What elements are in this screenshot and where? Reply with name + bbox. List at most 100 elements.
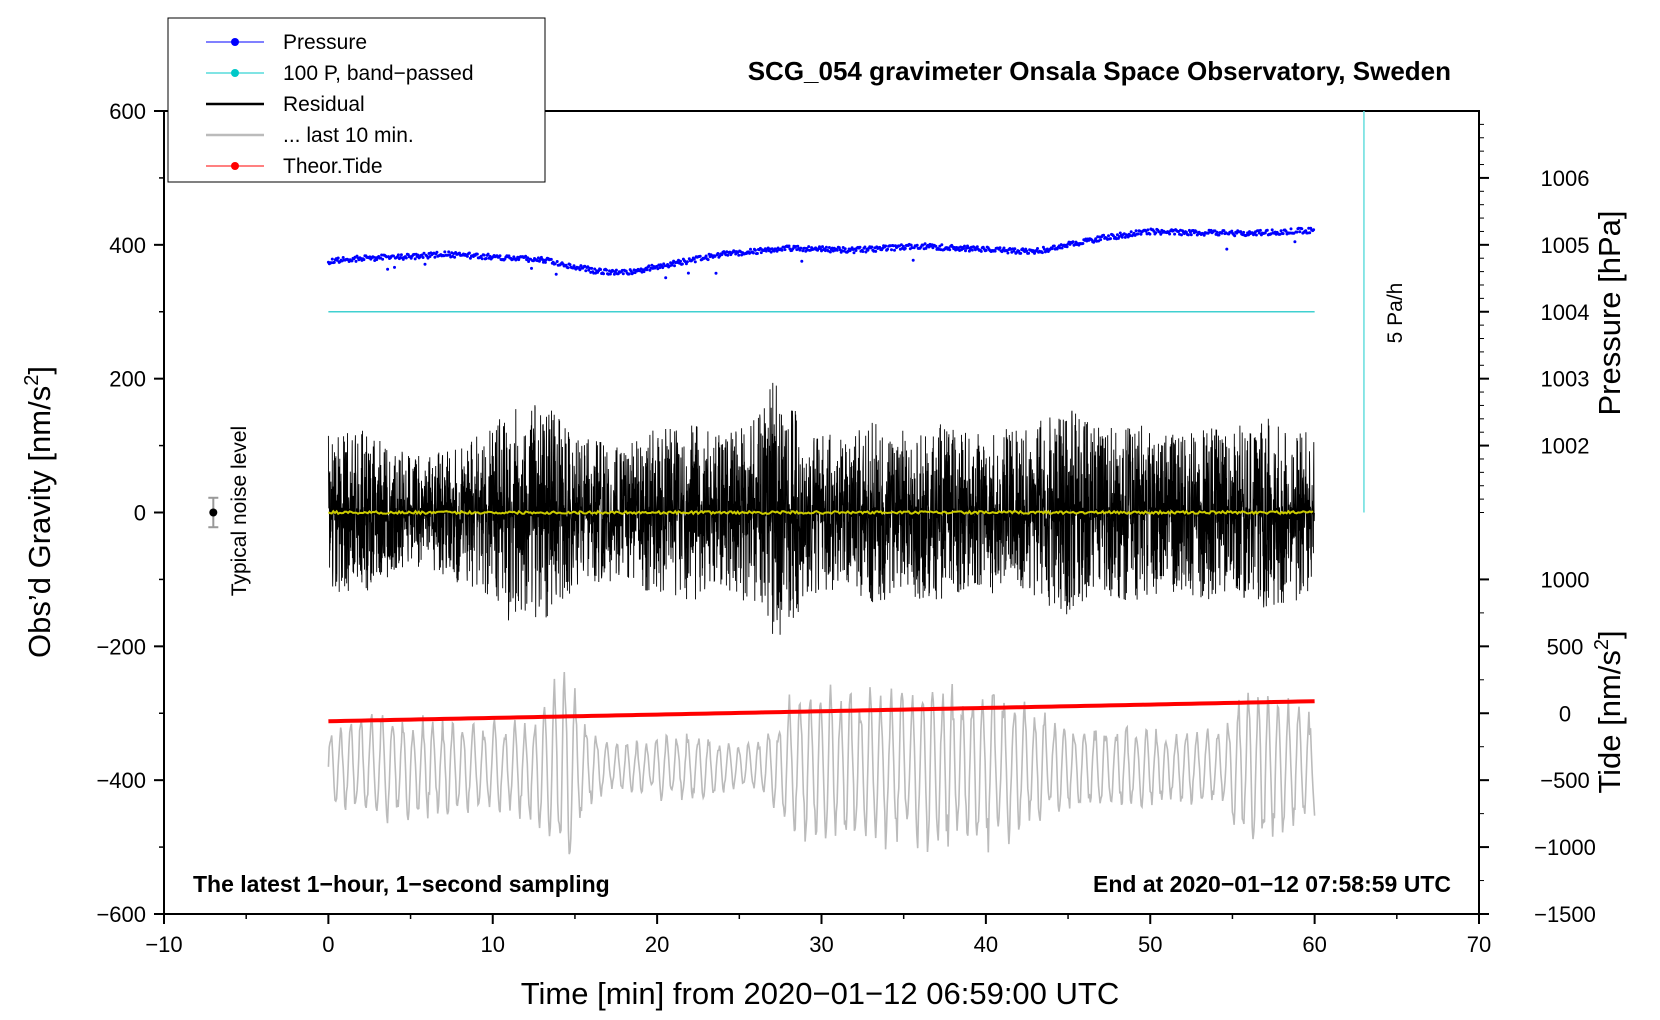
pressure-point [1168,232,1172,236]
pressure-point [1281,232,1285,236]
pressure-point [1263,231,1267,235]
pressure-rate-label: 5 Pa/h [1384,283,1407,344]
pressure-point [1109,237,1112,241]
pressure-point [433,255,437,259]
pressure-point [1312,228,1316,232]
pressure-point [1304,229,1308,233]
pressure-point [680,262,684,266]
noise-level-label: Typical noise level [228,426,251,596]
pressure-point [458,251,461,255]
pressure-point [590,266,594,270]
legend-entry-label: ... last 10 min. [283,124,414,147]
pressure-point [332,260,336,264]
pressure-point [396,253,400,257]
legend-swatch-marker [231,69,239,77]
pressure-point [572,264,576,268]
pressure-point [934,244,938,248]
y-tick-label: 0 [134,501,146,526]
pressure-point [661,266,665,270]
pressure-point [399,253,403,257]
pressure-point [1257,231,1261,235]
pressure-point [543,260,547,264]
pressure-point [354,259,358,263]
pressure-point [1180,233,1183,237]
pressure-point [527,260,531,263]
pressure-point [1186,233,1190,237]
pressure-point [870,245,874,249]
pressure-point [1230,229,1234,233]
pressure-point [686,271,690,275]
x-tick-label: −10 [145,932,182,957]
pressure-point [852,251,856,255]
pressure-point [467,251,471,255]
pressure-point [1148,232,1152,236]
pressure-point [843,247,847,251]
pressure-point [1036,247,1039,250]
pressure-point [645,268,649,272]
residual-line [327,382,1315,635]
pressure-point [341,256,345,259]
pressure-point [435,250,439,254]
axis-layer: −10 0 10 20 30 40 50 60 70 −600 −400 −200 0 200 400 600… [96,99,1595,957]
pressure-point [979,249,983,253]
pressure-point [336,256,340,260]
pressure-point [475,252,479,256]
pressure-point [627,272,631,276]
pressure-point [679,259,682,263]
pressure-point [673,264,676,268]
pressure-point [1242,230,1246,234]
pressure-point [621,272,625,276]
pressure-point [923,242,927,246]
pressure-tick-label: 1005 [1541,233,1590,258]
tide-tick-label: 1000 [1541,567,1590,592]
pressure-point [984,248,988,252]
pressure-point [861,250,865,253]
pressure-point [381,257,385,261]
pressure-point [422,251,426,255]
pressure-point [1215,230,1219,234]
pressure-tick-label: 1003 [1541,367,1590,392]
pressure-point [693,260,697,264]
pressure-point [1220,231,1224,235]
y-tick-label: −600 [96,902,146,927]
pressure-point [421,256,425,259]
pressure-point [404,256,408,260]
pressure-point [1115,233,1119,237]
pressure-point [579,264,583,268]
pressure-point [392,254,395,258]
pressure-point [1013,247,1017,251]
pressure-point [447,250,451,254]
pressure-point [1052,244,1056,248]
pressure-point [970,248,974,252]
tide-tick-label: −1500 [1534,902,1596,927]
pressure-point [1012,249,1016,253]
legend-swatch-marker [231,38,239,46]
pressure-point [1217,233,1221,237]
pressure-point [413,257,417,261]
pressure-point [1289,227,1293,231]
pressure-point [1129,230,1133,234]
pressure-point [753,248,757,252]
y-axis-title-tide: Tide [nm/s2] [1591,630,1627,793]
pressure-point [480,257,484,261]
pressure-point [799,246,803,250]
pressure-point [726,253,730,257]
pressure-point [1136,232,1140,236]
pressure-point [566,266,570,270]
legend: Pressure 100 P, band−passed Residual ... la… [167,17,546,183]
pressure-point [962,247,965,250]
pressure-point [755,252,759,255]
pressure-point [827,246,831,249]
pressure-tick-label: 1002 [1541,434,1590,459]
pressure-point [393,265,396,269]
y-tick-label: 400 [109,233,146,258]
pressure-point [1298,230,1302,234]
pressure-point [1102,233,1106,237]
pressure-point [1050,247,1054,251]
tide-tick-label: −500 [1540,768,1590,793]
pressure-point [555,260,559,263]
pressure-point [486,252,490,256]
pressure-point [780,248,784,252]
pressure-point [775,249,779,253]
